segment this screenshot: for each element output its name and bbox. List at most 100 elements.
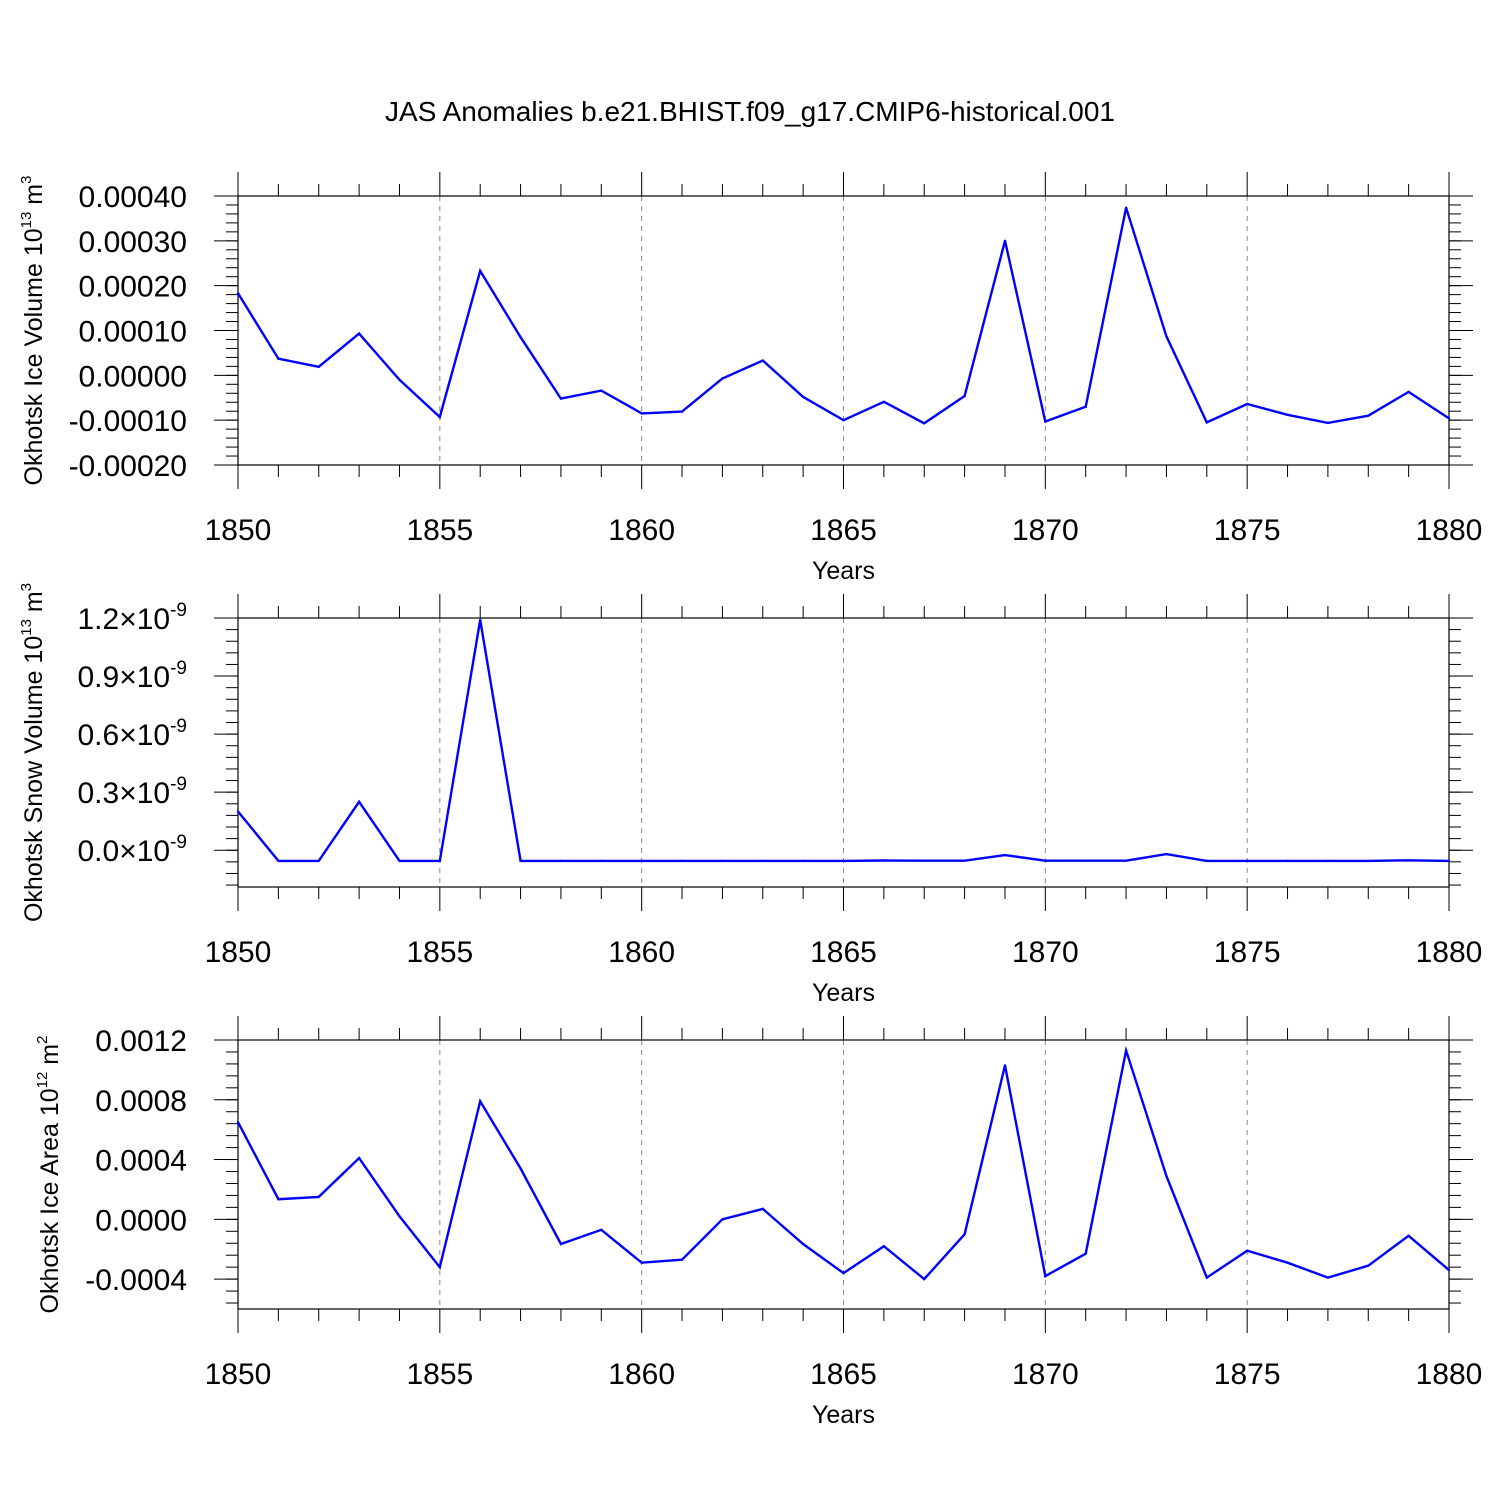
data-point [761,359,764,362]
y-tick-label: 0.0004 [95,1145,187,1178]
data-point [600,859,603,863]
data-point [963,1233,966,1236]
data-point [1084,1252,1087,1255]
x-tick-label: 1855 [406,514,473,547]
x-tick-label: 1855 [406,936,473,969]
y-tick-label: 0.00020 [79,271,187,304]
data-point [1447,417,1451,420]
data-point [882,400,886,403]
data-point [398,859,401,863]
data-point [277,357,280,360]
data-point [479,1100,482,1103]
data-point [923,1277,926,1281]
data-point [1245,402,1249,406]
x-tick-label: 1850 [205,1358,272,1391]
x-axis-title: Years [812,557,875,585]
chart-panel-1: 1850 1855 1860 1865 1870 1875 1880 Years -0.0002… [18,172,1482,585]
data-point [1165,1174,1168,1178]
data-point [882,1245,886,1248]
data-point [923,422,926,425]
data-point [600,1228,603,1231]
data-point [519,859,522,863]
data-point [842,859,845,863]
chart-panel-3: 1850 1855 1860 1865 1870 1875 1880 Years -0.0004… [34,1016,1482,1429]
data-point [277,859,280,863]
data-point [680,410,684,413]
data-point [1165,852,1168,856]
data-point [438,415,442,419]
y-tick-label: 0.0000 [95,1204,187,1237]
x-tick-label: 1860 [608,1358,675,1391]
y-tick-label: 0.00030 [79,226,187,259]
x-tick-label: 1865 [810,1358,877,1391]
data-point [1084,859,1087,862]
data-point [721,377,724,380]
data-point [721,1218,724,1221]
data-point [1245,1249,1249,1252]
data-point [519,336,522,339]
data-point [680,859,684,863]
data-point [398,1215,401,1218]
data-point [761,859,764,863]
y-axis-title: Okhotsk Snow Volume 1013 m3 [18,583,48,922]
x-tick-label: 1875 [1214,1358,1281,1391]
x-tick-label: 1880 [1416,1358,1483,1391]
data-point [1326,421,1330,425]
data-point [559,1242,563,1246]
data-point [236,1120,240,1124]
data-point [1407,390,1410,394]
data-point [1407,859,1410,862]
data-point [1447,1268,1451,1272]
y-tick-label: 0.0008 [95,1085,187,1118]
x-tick-label: 1880 [1416,514,1483,547]
y-tick-label: 0.00040 [79,181,187,214]
y-tick-label: 0.6×10-9 [77,716,187,752]
data-point [479,618,482,622]
data-point [277,1197,280,1201]
x-tick-label: 1850 [205,514,272,547]
data-point [1205,421,1209,424]
data-point [1084,405,1087,408]
data-point [559,859,563,863]
figure-title: JAS Anomalies b.e21.BHIST.f09_g17.CMIP6-… [385,96,1115,127]
y-tick-label: 0.0×10-9 [77,832,187,868]
data-point [236,292,240,295]
data-point [1407,1234,1410,1237]
data-point [1367,414,1370,417]
data-point [1367,859,1370,863]
data-point [1044,859,1047,862]
x-tick-label: 1855 [406,1358,473,1391]
data-point [1044,1274,1047,1278]
data-point [761,1207,764,1211]
data-point [479,269,482,273]
data-point [1326,859,1330,863]
y-tick-label: 0.0012 [95,1025,187,1058]
data-point [1124,1049,1128,1052]
y-tick-label: 0.3×10-9 [77,774,187,810]
data-point [438,859,442,863]
data-point [317,859,320,863]
data-point [640,412,643,415]
data-point [1044,420,1047,423]
data-point [1286,413,1289,416]
chart-panel-2: 1850 1855 1860 1865 1870 1875 1880 Years 0.0×10-… [18,583,1482,1007]
data-point [1003,239,1007,243]
data-point [1205,1276,1209,1279]
data-point [317,1195,320,1199]
x-tick-label: 1875 [1214,936,1281,969]
data-point [1205,859,1209,863]
data-point [1003,853,1007,857]
x-tick-label: 1860 [608,936,675,969]
data-point [438,1265,442,1269]
data-point [1165,335,1168,338]
data-point [236,810,240,813]
x-axis-title: Years [812,1401,875,1429]
x-tick-label: 1850 [205,936,272,969]
data-point [963,394,966,398]
data-point [1367,1264,1370,1267]
data-point [640,1261,643,1264]
x-tick-label: 1865 [810,514,877,547]
data-point [357,1156,361,1160]
data-point [882,859,886,862]
